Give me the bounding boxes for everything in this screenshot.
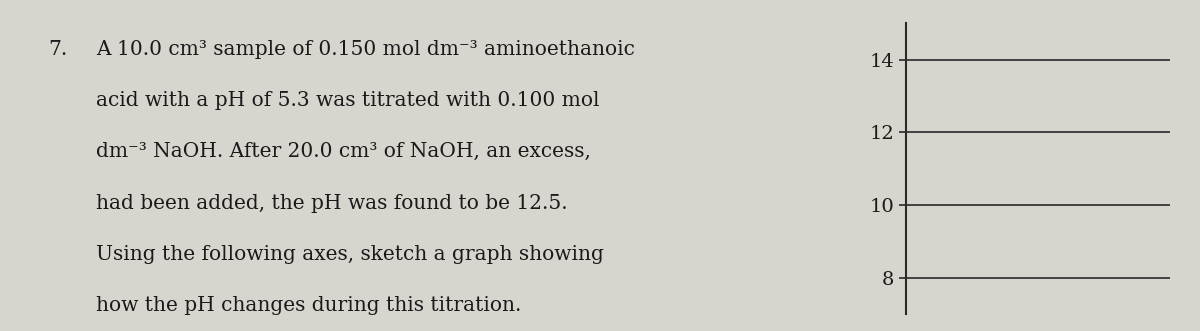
Text: dm⁻³ NaOH. After 20.0 cm³ of NaOH, an excess,: dm⁻³ NaOH. After 20.0 cm³ of NaOH, an ex…	[96, 142, 590, 161]
Text: 7.: 7.	[48, 40, 67, 59]
Text: Using the following axes, sketch a graph showing: Using the following axes, sketch a graph…	[96, 245, 604, 264]
Text: acid with a pH of 5.3 was titrated with 0.100 mol: acid with a pH of 5.3 was titrated with …	[96, 91, 600, 110]
Text: how the pH changes during this titration.: how the pH changes during this titration…	[96, 296, 521, 315]
Text: A 10.0 cm³ sample of 0.150 mol dm⁻³ aminoethanoic: A 10.0 cm³ sample of 0.150 mol dm⁻³ amin…	[96, 40, 635, 59]
Text: had been added, the pH was found to be 12.5.: had been added, the pH was found to be 1…	[96, 194, 568, 213]
